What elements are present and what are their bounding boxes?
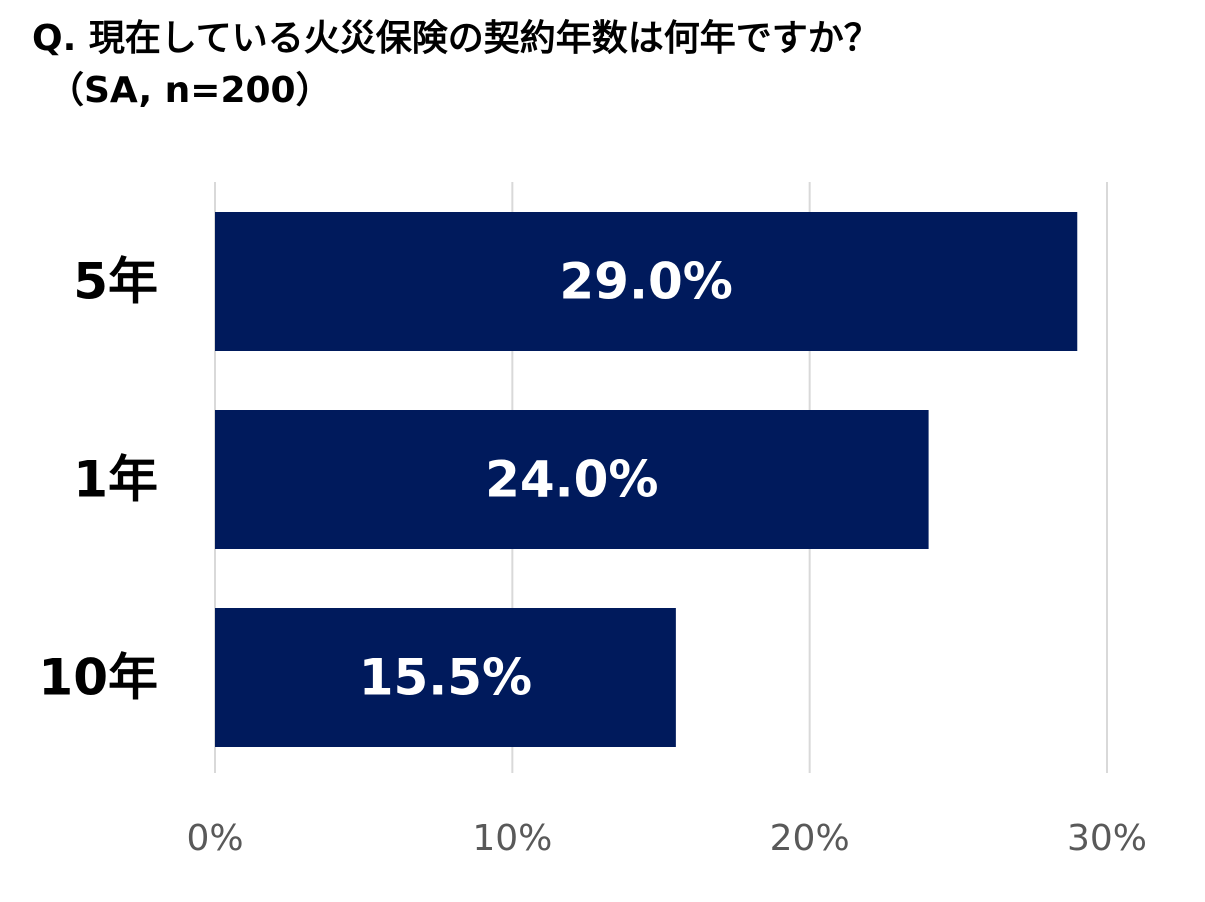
category-label: 1年: [73, 451, 158, 509]
chart-subtitle: （SA, n=200）: [48, 70, 332, 111]
x-tick-label: 10%: [472, 818, 552, 859]
x-tick-label: 20%: [770, 818, 850, 859]
bar-value-label: 24.0%: [485, 451, 658, 509]
category-label: 10年: [38, 649, 158, 707]
chart-title: Q. 現在している火災保険の契約年数は何年ですか？: [32, 18, 880, 59]
x-tick-label: 0%: [186, 818, 243, 859]
bar: [215, 608, 676, 747]
bar-value-label: 15.5%: [359, 649, 532, 707]
bar: [215, 212, 1078, 351]
category-label: 5年: [73, 253, 158, 311]
x-tick-label: 30%: [1067, 818, 1147, 859]
bar: [215, 410, 929, 549]
bar-value-label: 29.0%: [559, 253, 732, 311]
